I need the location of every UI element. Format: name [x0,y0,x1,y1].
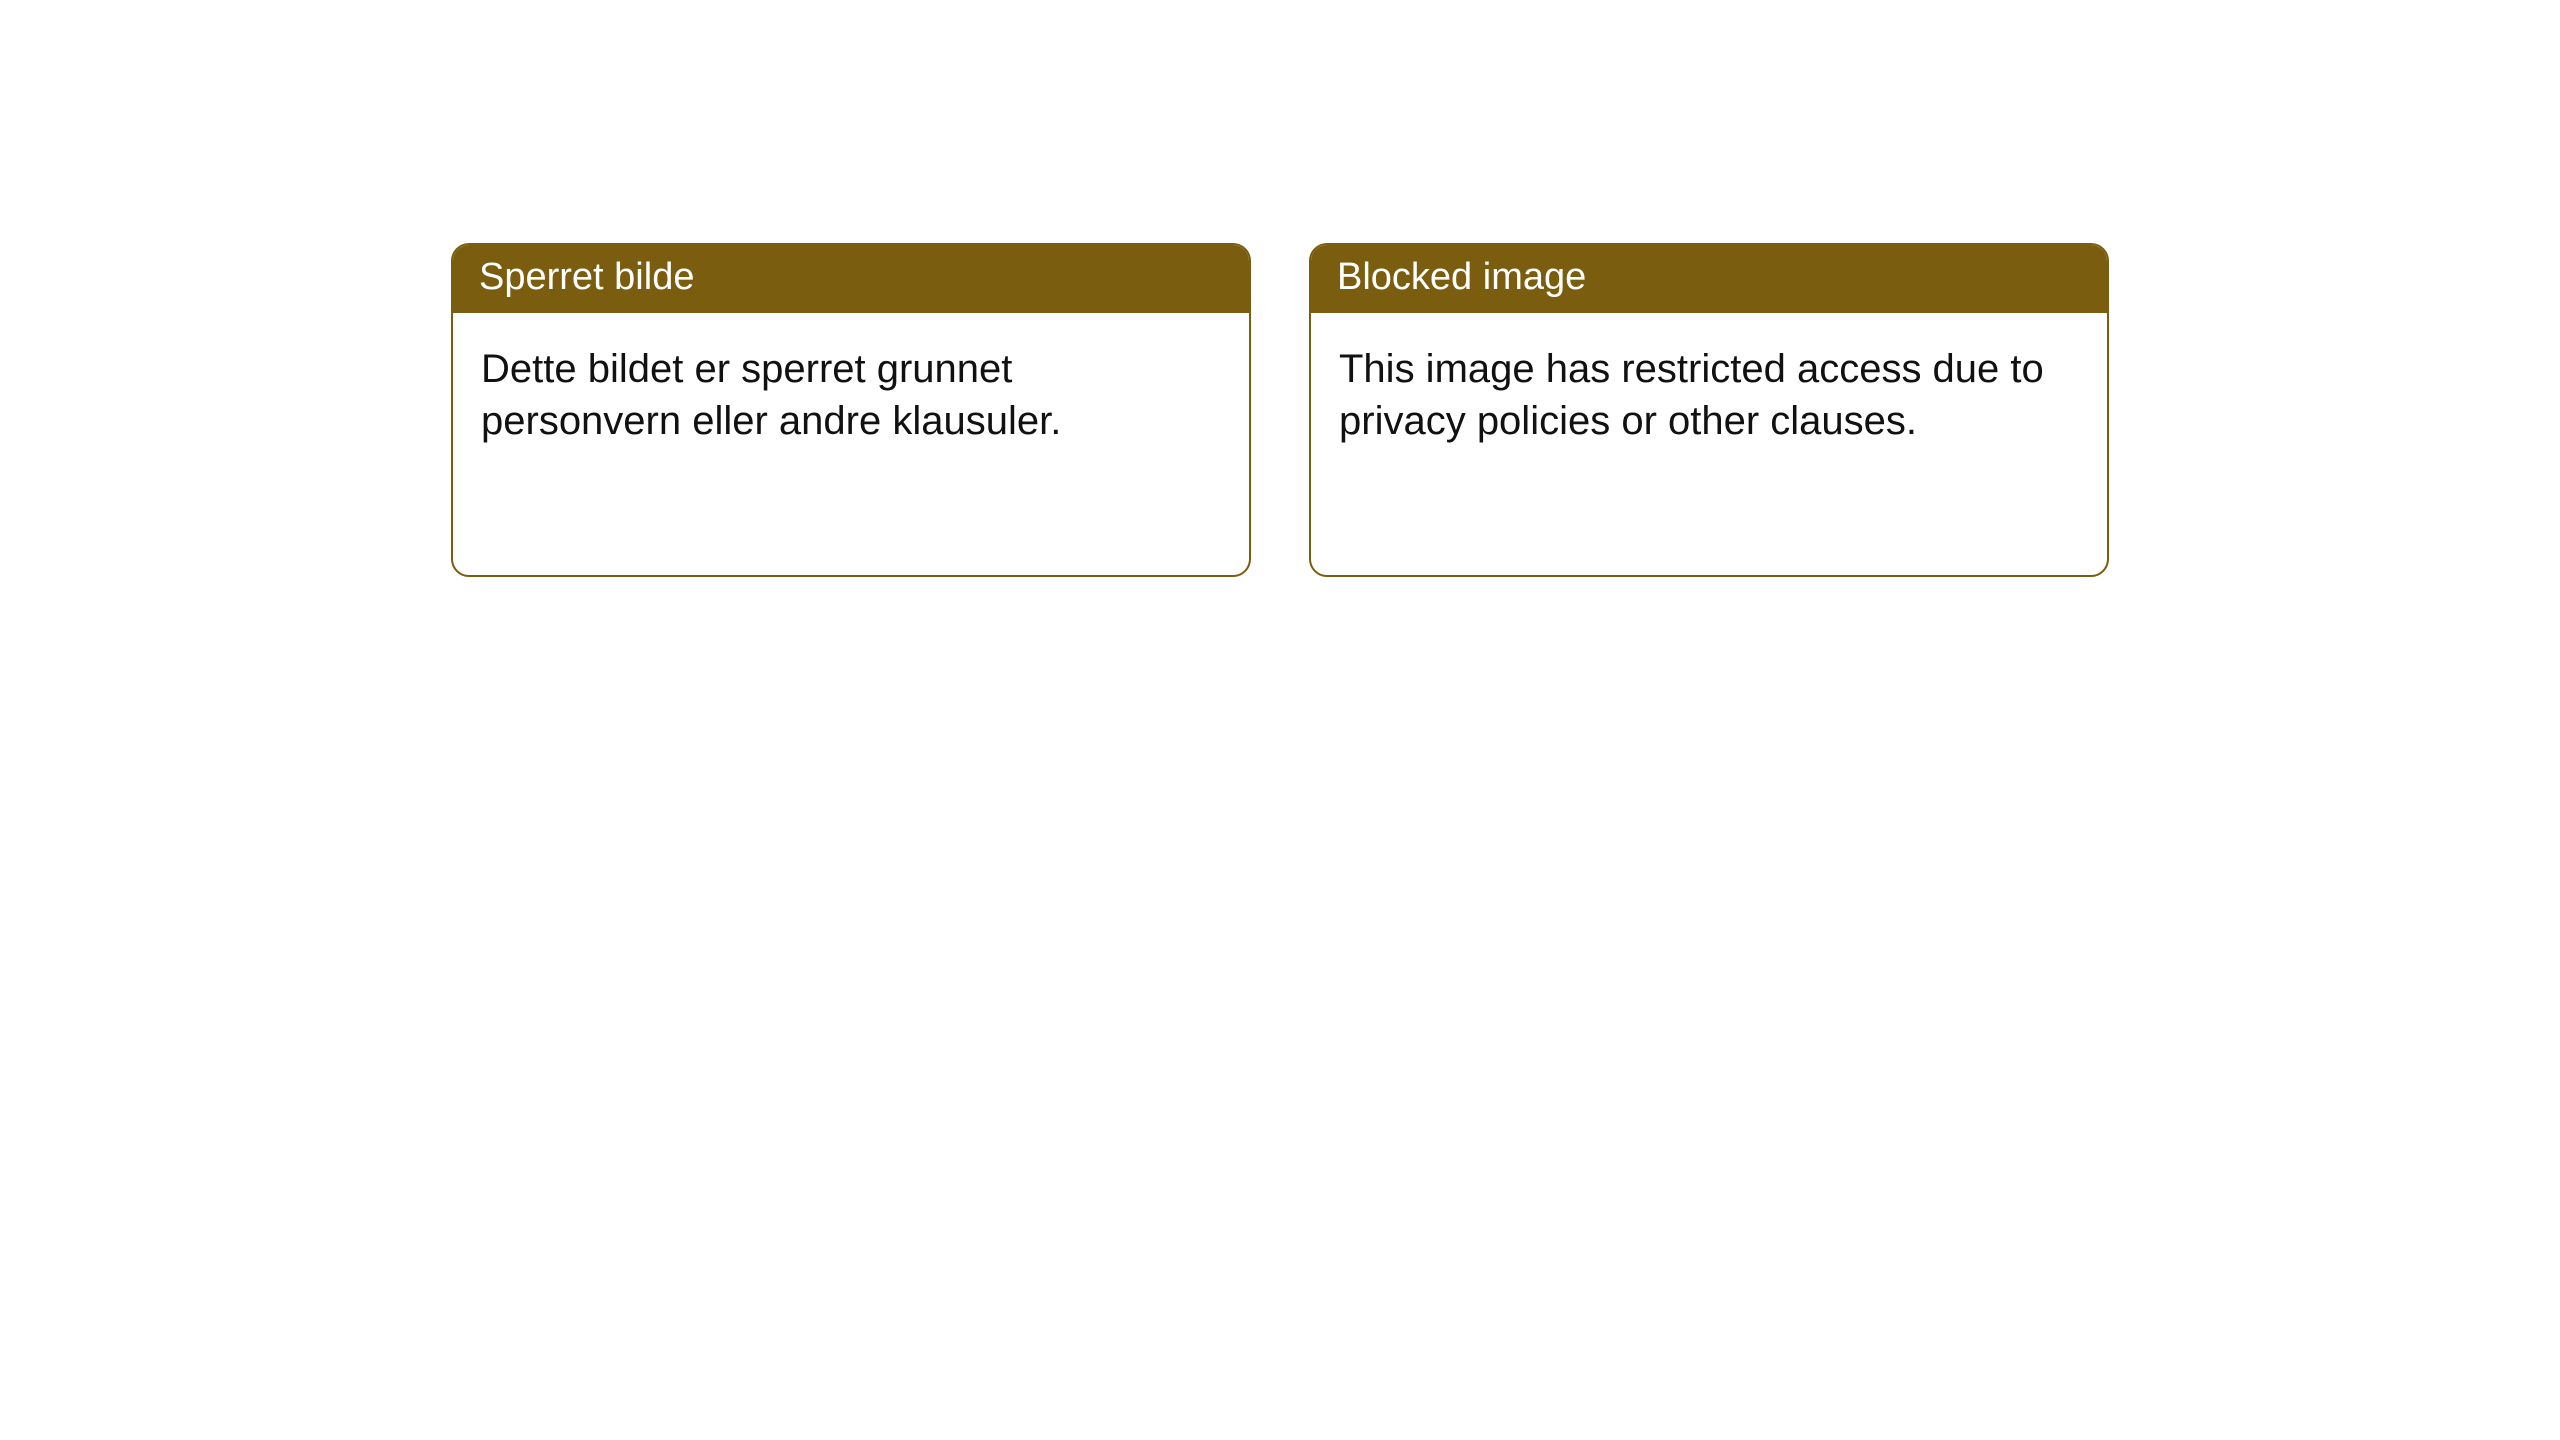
notice-container: Sperret bilde Dette bildet er sperret gr… [451,243,2109,1440]
card-title-en: Blocked image [1311,245,2107,313]
card-body-en: This image has restricted access due to … [1311,313,2107,479]
card-title-no: Sperret bilde [453,245,1249,313]
blocked-image-card-en: Blocked image This image has restricted … [1309,243,2109,577]
blocked-image-card-no: Sperret bilde Dette bildet er sperret gr… [451,243,1251,577]
card-body-no: Dette bildet er sperret grunnet personve… [453,313,1249,479]
